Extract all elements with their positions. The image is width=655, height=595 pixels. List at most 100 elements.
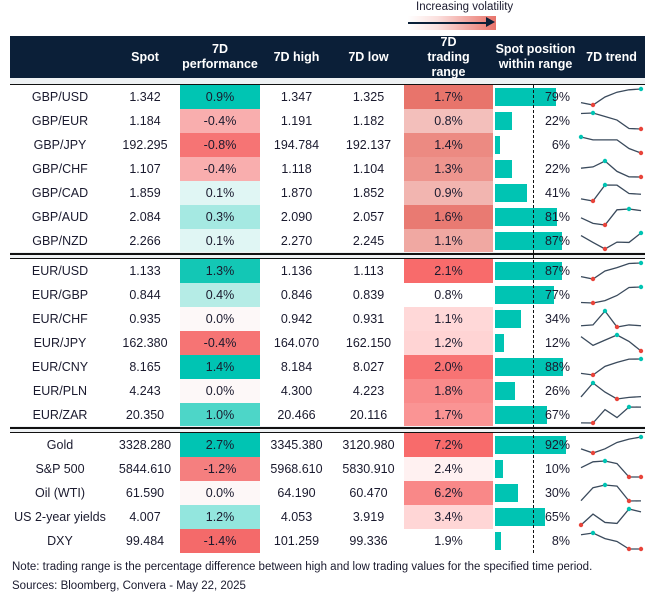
spot-cell: 1.184 xyxy=(129,114,161,128)
high-cell: 0.846 xyxy=(280,288,313,302)
trend-high-marker xyxy=(602,308,608,314)
table-row: US 2-year yields 4.007 1.2% 4.053 3.919 3.4% 6… xyxy=(10,505,645,529)
performance-cell: 1.0% xyxy=(180,403,260,427)
trend-high-marker xyxy=(638,284,644,290)
trading-range-cell: 0.8% xyxy=(404,109,493,133)
trend-sparkline xyxy=(580,332,644,354)
trend-line xyxy=(580,382,642,400)
trend-low-marker xyxy=(590,102,596,108)
performance-cell: -0.8% xyxy=(180,133,260,157)
trend-high-marker xyxy=(602,482,608,488)
trend-high-marker xyxy=(638,434,644,440)
table-row: GBP/JPY 192.295 -0.8% 194.784 192.137 1.4% 6% xyxy=(10,133,645,157)
trend-low-marker xyxy=(638,126,644,132)
trading-range-cell: 1.8% xyxy=(404,379,493,403)
trend-line xyxy=(580,436,642,454)
trend-sparkline xyxy=(580,434,644,456)
spot-cell: 2.266 xyxy=(129,234,161,248)
trend-sparkline xyxy=(580,482,642,504)
trend-low-marker xyxy=(626,546,632,552)
performance-cell: 1.4% xyxy=(180,355,260,379)
header-performance: 7D performance xyxy=(182,42,258,71)
instrument-cell: Oil (WTI) xyxy=(35,486,85,500)
trend-low-marker xyxy=(626,474,632,480)
trend-low-marker xyxy=(590,198,596,204)
table-row: EUR/ZAR 20.350 1.0% 20.466 20.116 1.7% 67% xyxy=(10,403,645,427)
trading-range-cell: 1.2% xyxy=(404,331,493,355)
position-bar xyxy=(495,358,563,376)
trend-high-marker xyxy=(602,182,608,188)
performance-cell: 0.1% xyxy=(180,181,260,205)
high-cell: 20.466 xyxy=(277,408,316,422)
trend-line xyxy=(580,286,642,304)
table-row: EUR/CNY 8.165 1.4% 8.184 8.027 2.0% 88% xyxy=(10,355,645,379)
table-row: EUR/USD 1.133 1.3% 1.136 1.113 2.1% 87% xyxy=(10,259,645,283)
high-cell: 8.184 xyxy=(280,360,313,374)
instrument-cell: GBP/NZD xyxy=(32,234,88,248)
table-row: EUR/CHF 0.935 0.0% 0.942 0.931 1.1% 34% xyxy=(10,307,645,331)
position-bar xyxy=(495,310,522,328)
spot-cell: 4.007 xyxy=(129,510,161,524)
position-bar xyxy=(495,286,555,304)
performance-cell: 0.4% xyxy=(180,283,260,307)
trend-low-marker xyxy=(638,546,644,552)
trend-line xyxy=(580,136,642,154)
instrument-cell: S&P 500 xyxy=(35,462,85,476)
instrument-cell: EUR/GBP xyxy=(31,288,89,302)
group-rule xyxy=(10,253,645,255)
table-row: EUR/PLN 4.243 0.0% 4.300 4.223 1.8% 26% xyxy=(10,379,645,403)
position-label: 87% xyxy=(544,234,570,248)
trend-line xyxy=(580,232,642,250)
trend-low-marker xyxy=(590,450,596,456)
header-trend: 7D trend xyxy=(586,49,637,64)
position-bar xyxy=(495,184,527,202)
position-bar xyxy=(495,532,502,550)
trend-line xyxy=(580,406,642,424)
trend-sparkline xyxy=(580,230,644,252)
high-cell: 5968.610 xyxy=(270,462,323,476)
low-cell: 1.113 xyxy=(353,264,384,278)
trend-high-marker xyxy=(638,356,644,362)
table-header: Spot 7D performance 7D high 7D low 7D tr… xyxy=(10,35,645,79)
high-cell: 1.118 xyxy=(281,162,312,176)
trend-low-marker xyxy=(614,396,620,402)
performance-cell: 0.1% xyxy=(180,229,260,253)
performance-cell: 0.0% xyxy=(180,481,260,505)
position-label: 22% xyxy=(544,162,570,176)
position-label: 22% xyxy=(544,114,570,128)
position-label: 77% xyxy=(544,288,570,302)
trading-range-cell: 1.4% xyxy=(404,133,493,157)
performance-cell: 0.9% xyxy=(180,85,260,109)
trading-range-cell: 1.3% xyxy=(404,157,493,181)
low-cell: 2.245 xyxy=(352,234,385,248)
high-cell: 1.347 xyxy=(280,90,313,104)
spot-cell: 0.935 xyxy=(129,312,161,326)
position-label: 81% xyxy=(544,210,570,224)
low-cell: 1.325 xyxy=(352,90,385,104)
spot-cell: 1.342 xyxy=(129,90,161,104)
header-spot: Spot xyxy=(131,49,159,64)
high-cell: 1.136 xyxy=(280,264,313,278)
low-cell: 0.839 xyxy=(352,288,385,302)
instrument-cell: GBP/AUD xyxy=(31,210,89,224)
table-row: Gold 3328.280 2.7% 3345.380 3120.980 7.2% 92% xyxy=(10,433,645,457)
high-cell: 1.191 xyxy=(280,114,313,128)
spot-cell: 8.165 xyxy=(129,360,161,374)
trading-range-cell: 6.2% xyxy=(404,481,493,505)
high-cell: 101.259 xyxy=(273,534,320,548)
position-bar xyxy=(495,88,556,106)
instrument-cell: EUR/JPY xyxy=(33,336,87,350)
performance-cell: 0.3% xyxy=(180,205,260,229)
performance-cell: 1.2% xyxy=(180,505,260,529)
table-row: DXY 99.484 -1.4% 101.259 99.336 1.9% 8% xyxy=(10,529,645,553)
performance-cell: 2.7% xyxy=(180,433,260,457)
instrument-cell: GBP/CHF xyxy=(32,162,88,176)
trend-sparkline xyxy=(580,308,642,330)
trend-low-marker xyxy=(590,420,596,426)
low-cell: 20.116 xyxy=(349,408,388,422)
header-position: Spot position within range xyxy=(495,42,576,71)
high-cell: 64.190 xyxy=(277,486,316,500)
high-cell: 2.270 xyxy=(280,234,313,248)
instrument-cell: GBP/EUR xyxy=(31,114,89,128)
group-separator xyxy=(10,78,645,84)
